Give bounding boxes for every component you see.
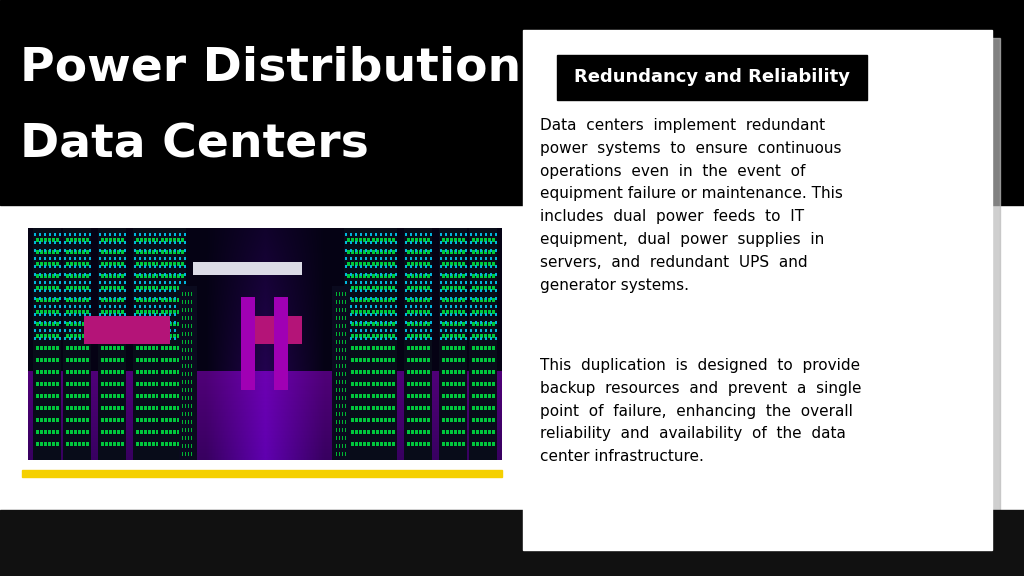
Text: Redundancy and Reliability: Redundancy and Reliability — [574, 69, 850, 86]
Bar — [0, 510, 1024, 576]
Bar — [22, 470, 502, 477]
Bar — [557, 55, 867, 100]
Text: This  duplication  is  designed  to  provide
backup  resources  and  prevent  a : This duplication is designed to provide … — [540, 358, 861, 464]
Bar — [0, 0, 1024, 205]
Bar — [523, 30, 992, 550]
Bar — [531, 38, 1000, 558]
Text: Data Centers: Data Centers — [20, 123, 369, 168]
Text: Data  centers  implement  redundant
power  systems  to  ensure  continuous
opera: Data centers implement redundant power s… — [540, 118, 843, 293]
Text: Power Distribution In: Power Distribution In — [20, 46, 589, 90]
